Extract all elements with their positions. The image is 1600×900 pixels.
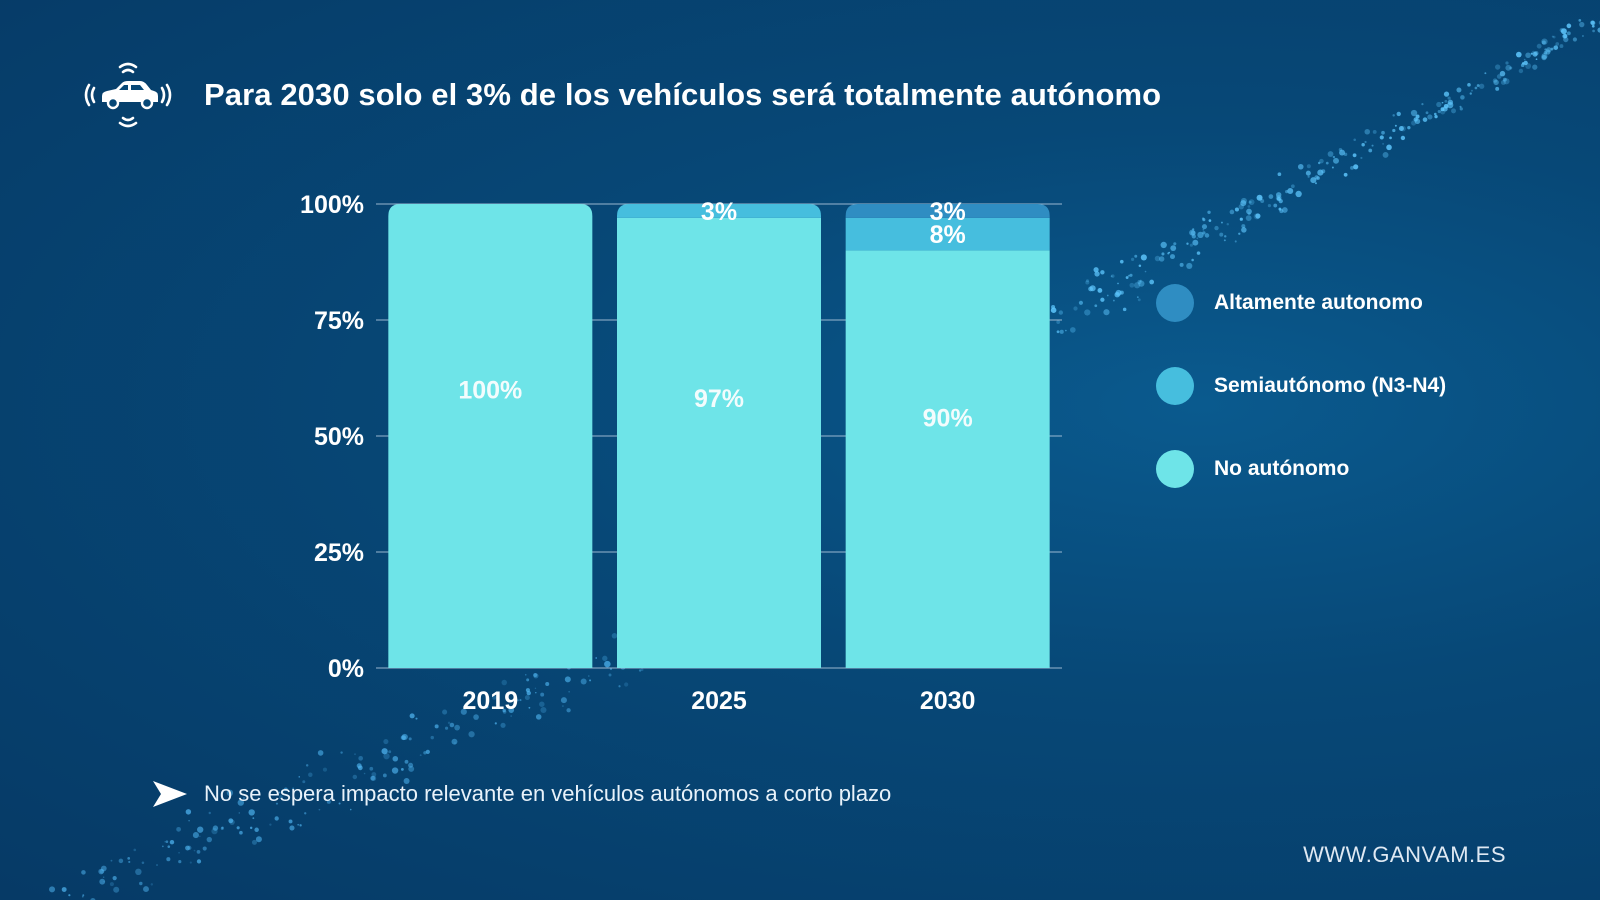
data-label: 8% bbox=[930, 221, 966, 249]
legend-swatch-altamente-autonomo bbox=[1156, 284, 1194, 322]
x-tick-label: 2019 bbox=[463, 687, 519, 715]
legend-item-semiautonomo: Semiautónomo (N3-N4) bbox=[1156, 367, 1446, 405]
autonomous-car-icon bbox=[84, 62, 172, 128]
bar-segment-2019-0 bbox=[388, 204, 593, 668]
legend-swatch-no-autonomo bbox=[1156, 450, 1194, 488]
legend-label: Altamente autonomo bbox=[1214, 291, 1423, 314]
bar-segment-2025-1 bbox=[617, 204, 821, 218]
footnote-text: No se espera impacto relevante en vehícu… bbox=[204, 781, 892, 806]
bar-segment-2030-0 bbox=[845, 250, 1050, 668]
x-tick-label: 2030 bbox=[920, 687, 976, 715]
y-tick-label: 50% bbox=[314, 423, 364, 451]
data-label: 3% bbox=[930, 198, 966, 226]
data-label: 90% bbox=[923, 404, 973, 432]
legend-label: No autónomo bbox=[1214, 457, 1350, 480]
legend-item-altamente-autonomo: Altamente autonomo bbox=[1156, 284, 1423, 322]
legend-swatch-semiautonomo bbox=[1156, 367, 1194, 405]
header: Para 2030 solo el 3% de los vehículos se… bbox=[80, 58, 1161, 132]
bar-segment-2030-1 bbox=[845, 217, 1050, 251]
bar-segment-2030-2 bbox=[845, 204, 1050, 218]
y-tick-label: 0% bbox=[328, 655, 364, 683]
page-title: Para 2030 solo el 3% de los vehículos se… bbox=[204, 77, 1162, 112]
y-tick-label: 100% bbox=[300, 191, 364, 219]
legend-label: Semiautónomo (N3-N4) bbox=[1214, 374, 1447, 397]
legend-item-no-autonomo: No autónomo bbox=[1156, 450, 1349, 488]
footnote: No se espera impacto relevante en vehícu… bbox=[152, 780, 891, 808]
y-tick-label: 75% bbox=[314, 307, 364, 335]
bar-segment-2025-0 bbox=[617, 217, 821, 669]
x-tick-label: 2025 bbox=[691, 687, 747, 715]
data-label: 3% bbox=[701, 198, 737, 226]
data-label: 100% bbox=[458, 377, 522, 405]
footer-url: WWW.GANVAM.ES bbox=[1303, 842, 1506, 867]
data-label: 97% bbox=[694, 385, 744, 413]
arrow-right-icon bbox=[153, 781, 187, 807]
y-tick-label: 25% bbox=[314, 539, 364, 567]
